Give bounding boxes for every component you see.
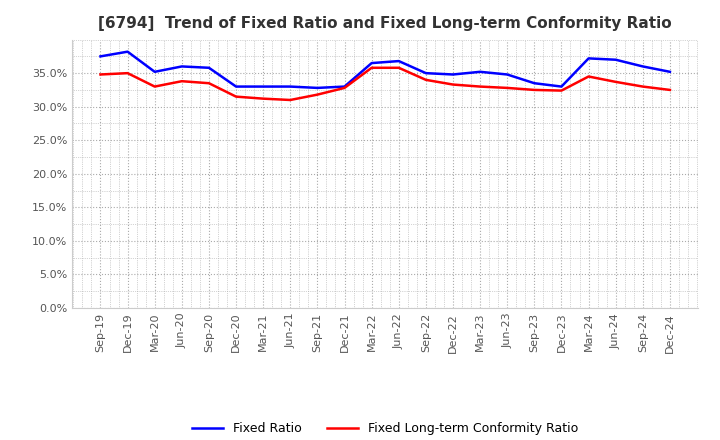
Fixed Ratio [123, 49, 132, 54]
Fixed Long-term Conformity Ratio [367, 65, 376, 70]
Fixed Ratio [530, 81, 539, 86]
Fixed Long-term Conformity Ratio [150, 84, 159, 89]
Fixed Ratio [232, 84, 240, 89]
Fixed Long-term Conformity Ratio [557, 88, 566, 93]
Fixed Long-term Conformity Ratio [639, 84, 647, 89]
Fixed Ratio [204, 65, 213, 70]
Line: Fixed Ratio: Fixed Ratio [101, 51, 670, 88]
Fixed Ratio [286, 84, 294, 89]
Fixed Long-term Conformity Ratio [286, 97, 294, 103]
Fixed Ratio [449, 72, 457, 77]
Fixed Long-term Conformity Ratio [611, 79, 620, 84]
Fixed Long-term Conformity Ratio [476, 84, 485, 89]
Fixed Long-term Conformity Ratio [232, 94, 240, 99]
Fixed Long-term Conformity Ratio [395, 65, 403, 70]
Legend: Fixed Ratio, Fixed Long-term Conformity Ratio: Fixed Ratio, Fixed Long-term Conformity … [186, 416, 585, 440]
Fixed Ratio [665, 69, 674, 74]
Fixed Ratio [584, 56, 593, 61]
Fixed Ratio [96, 54, 105, 59]
Fixed Long-term Conformity Ratio [259, 96, 268, 101]
Fixed Ratio [259, 84, 268, 89]
Fixed Long-term Conformity Ratio [421, 77, 430, 82]
Title: [6794]  Trend of Fixed Ratio and Fixed Long-term Conformity Ratio: [6794] Trend of Fixed Ratio and Fixed Lo… [99, 16, 672, 32]
Fixed Ratio [395, 59, 403, 64]
Fixed Ratio [503, 72, 511, 77]
Fixed Ratio [611, 57, 620, 62]
Fixed Ratio [476, 69, 485, 74]
Fixed Ratio [341, 84, 349, 89]
Fixed Long-term Conformity Ratio [96, 72, 105, 77]
Fixed Ratio [557, 84, 566, 89]
Fixed Ratio [178, 64, 186, 69]
Fixed Ratio [150, 69, 159, 74]
Fixed Long-term Conformity Ratio [530, 87, 539, 92]
Fixed Long-term Conformity Ratio [584, 74, 593, 79]
Line: Fixed Long-term Conformity Ratio: Fixed Long-term Conformity Ratio [101, 68, 670, 100]
Fixed Ratio [639, 64, 647, 69]
Fixed Long-term Conformity Ratio [449, 82, 457, 87]
Fixed Long-term Conformity Ratio [123, 70, 132, 76]
Fixed Long-term Conformity Ratio [178, 79, 186, 84]
Fixed Ratio [421, 70, 430, 76]
Fixed Long-term Conformity Ratio [341, 85, 349, 91]
Fixed Ratio [367, 60, 376, 66]
Fixed Ratio [313, 85, 322, 91]
Fixed Long-term Conformity Ratio [503, 85, 511, 91]
Fixed Long-term Conformity Ratio [665, 87, 674, 92]
Fixed Long-term Conformity Ratio [204, 81, 213, 86]
Fixed Long-term Conformity Ratio [313, 92, 322, 97]
